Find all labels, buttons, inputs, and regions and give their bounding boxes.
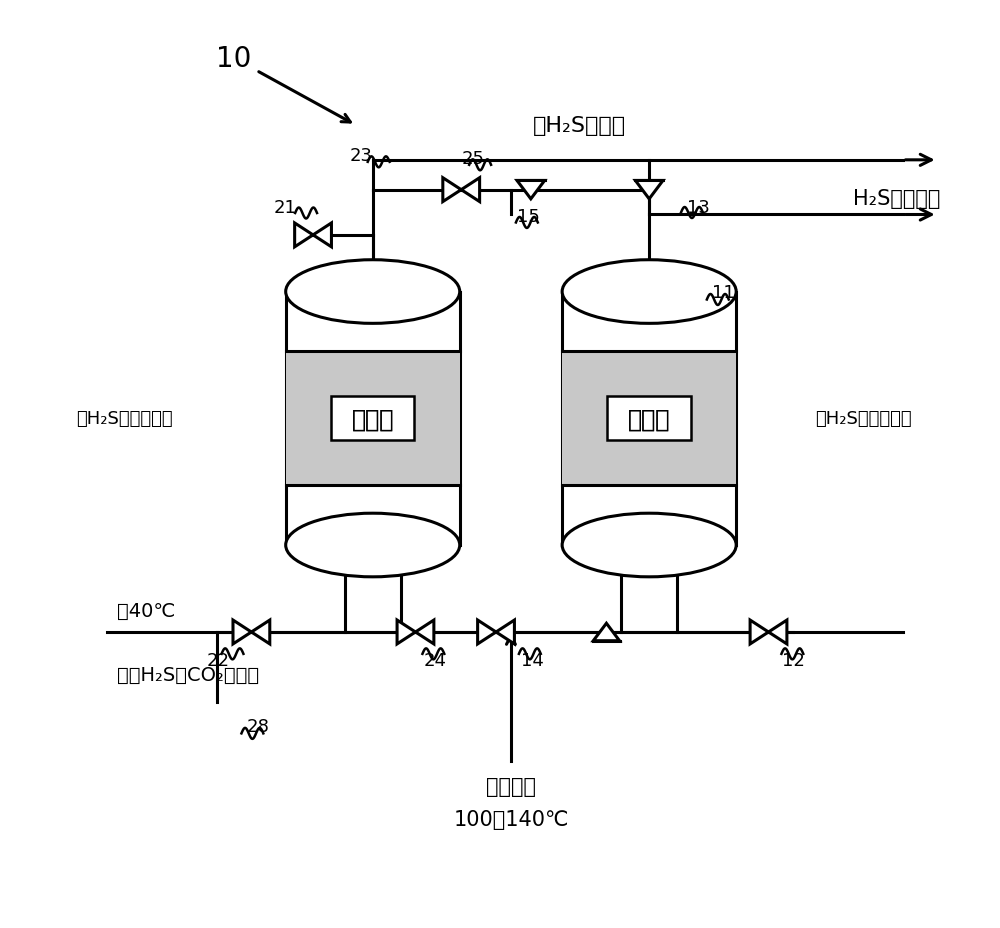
Polygon shape (295, 224, 313, 248)
Text: 23: 23 (349, 147, 372, 164)
Ellipse shape (562, 513, 736, 577)
FancyBboxPatch shape (607, 397, 691, 441)
Text: 吸附剂: 吸附剂 (628, 406, 670, 431)
Polygon shape (233, 620, 251, 644)
Bar (286, 292, 460, 546)
Text: 24: 24 (424, 651, 447, 669)
Text: 加燭气流: 加燭气流 (486, 776, 536, 796)
Text: 100～140℃: 100～140℃ (453, 809, 569, 829)
Ellipse shape (562, 261, 736, 324)
Polygon shape (496, 620, 514, 644)
Polygon shape (415, 620, 434, 644)
Text: 约40℃: 约40℃ (117, 601, 175, 620)
Text: （H₂S吸附状态）: （H₂S吸附状态） (815, 410, 911, 428)
Bar (286, 352, 460, 486)
Polygon shape (461, 178, 480, 202)
Bar (562, 292, 736, 546)
Text: 28: 28 (247, 717, 270, 736)
Polygon shape (635, 181, 663, 200)
Text: 无H₂S的气体: 无H₂S的气体 (533, 116, 626, 135)
Bar (562, 352, 736, 486)
Polygon shape (397, 620, 415, 644)
FancyBboxPatch shape (331, 397, 414, 441)
Polygon shape (313, 224, 331, 248)
Polygon shape (750, 620, 769, 644)
Text: 15: 15 (517, 208, 540, 226)
Text: 13: 13 (687, 199, 710, 216)
Text: 22: 22 (207, 651, 230, 669)
Text: 25: 25 (462, 149, 485, 168)
Text: 21: 21 (274, 199, 297, 217)
Text: 12: 12 (782, 651, 805, 669)
Ellipse shape (286, 261, 460, 324)
Polygon shape (593, 624, 620, 641)
Text: 吸附剂: 吸附剂 (628, 406, 670, 431)
Text: H₂S回收气体: H₂S回收气体 (853, 188, 940, 209)
Polygon shape (251, 620, 270, 644)
Text: 含有H₂S、CO₂的气体: 含有H₂S、CO₂的气体 (117, 665, 259, 685)
Polygon shape (478, 620, 496, 644)
Text: （H₂S脱附状态）: （H₂S脱附状态） (76, 410, 172, 428)
Text: 11: 11 (712, 283, 735, 302)
Text: 14: 14 (521, 651, 544, 669)
Ellipse shape (286, 513, 460, 577)
Text: 吸附剂: 吸附剂 (352, 406, 394, 431)
Text: 10: 10 (216, 45, 251, 73)
Polygon shape (443, 178, 461, 202)
Polygon shape (769, 620, 787, 644)
Text: 吸附剂: 吸附剂 (352, 406, 394, 431)
Polygon shape (517, 181, 545, 200)
